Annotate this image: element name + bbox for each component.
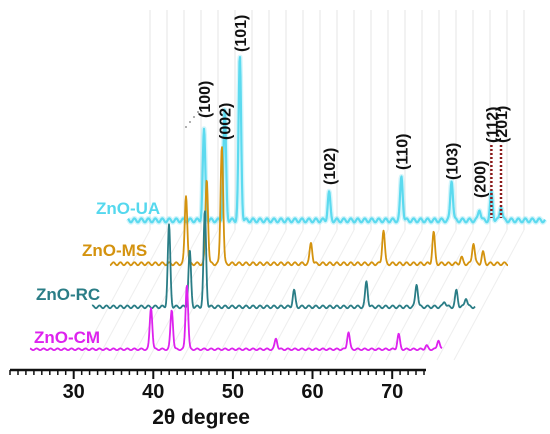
peak-label: (102) [322,148,339,185]
hatch-line [232,229,304,361]
hatch-line [351,229,423,361]
dot-mark [185,126,187,128]
series-group [29,54,548,352]
hatch-line [436,229,508,361]
x-axis-title: 2θ degree [152,406,250,429]
dot-mark [193,116,195,118]
peak-label: (100) [197,81,214,118]
series-label-zno-rc: ZnO-RC [36,285,100,304]
marker-group [185,111,503,218]
hatch-line [113,229,185,361]
series-line-zno-ms [109,146,509,267]
series-line-zno-cm [29,284,443,352]
hatch-line [181,229,253,361]
peak-label: (200) [473,161,490,198]
peak-label: (201) [494,106,511,143]
hatch-line [164,229,236,361]
hatch-line [79,229,151,361]
hatch-line [368,229,440,361]
x-tick-label: 60 [301,381,323,403]
hatch-line [453,229,525,361]
hatch-line [402,229,474,361]
hatch-line [266,229,338,361]
dot-mark [197,111,199,113]
series-line-zno-rc [91,210,476,310]
hatch-line [249,229,321,361]
series-line-zno-ua [127,55,546,224]
hatch-line [215,229,287,361]
hatch-line [317,229,389,361]
x-tick-label: 40 [142,381,164,403]
hatch-line [334,229,406,361]
peak-label: (103) [445,143,462,180]
x-tick-label: 50 [222,381,244,403]
hatch-line [300,229,372,361]
peak-label: (101) [233,15,250,52]
peak-label: (110) [395,134,412,170]
hatch-line [198,229,270,361]
series-label-zno-ua: ZnO-UA [96,199,160,218]
peak-label: (112) [484,107,501,143]
series-label-zno-ms: ZnO-MS [82,241,147,260]
hatch-line [283,229,355,361]
hatch-line [96,229,168,361]
label-group: ZnO-UA ZnO-MS ZnO-RC ZnO-CM (100)(002) (101) (… [34,15,511,347]
x-tick-label: 30 [63,381,85,403]
dot-mark [189,121,191,123]
series-label-zno-cm: ZnO-CM [34,328,100,347]
x-tick-label: 70 [381,381,403,403]
peak-label: (002) [218,103,235,140]
x-axis: 30 40 50 60 70 [9,368,426,403]
